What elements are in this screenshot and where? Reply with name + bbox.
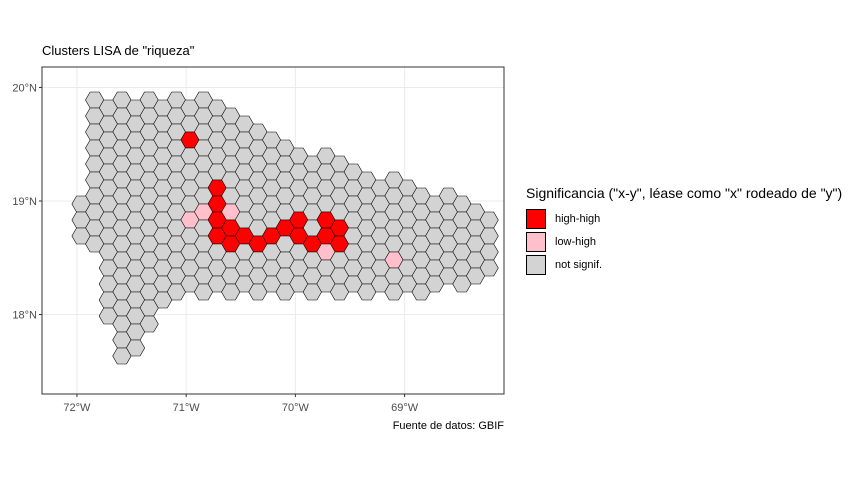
- legend-item-high-high: high-high: [526, 207, 842, 230]
- caption: Fuente de datos: GBIF: [392, 420, 504, 432]
- hex-not-signif: [112, 347, 132, 365]
- hex-not-signif: [357, 283, 377, 301]
- hex-not-signif: [248, 283, 268, 301]
- legend-label: not signif.: [555, 258, 603, 271]
- hex-not-signif: [193, 283, 214, 301]
- hex-not-signif: [329, 283, 350, 301]
- legend-swatch-not-signif: [526, 254, 546, 275]
- x-tick-label: 72°W: [63, 402, 91, 414]
- x-axis-ticks: 72°W 71°W 70°W 69°W: [63, 394, 419, 414]
- panel-border: [41, 66, 505, 395]
- y-tick-label: 19°N: [12, 196, 37, 208]
- y-axis-ticks: 20°N 19°N 18°N: [12, 82, 42, 322]
- hex-not-signif: [302, 283, 322, 301]
- x-tick-label: 69°W: [391, 402, 419, 414]
- hex-not-signif: [221, 283, 241, 301]
- legend-swatch-low-high: [526, 231, 546, 252]
- x-tick-label: 71°W: [173, 402, 201, 414]
- map-title: Clusters LISA de "riqueza": [42, 43, 195, 58]
- hex-not-signif: [452, 275, 472, 293]
- hex-not-signif: [384, 283, 404, 301]
- legend-item-low-high: low-high: [526, 230, 842, 253]
- hex-not-signif: [411, 283, 431, 301]
- legend-item-not-signif: not signif.: [526, 253, 842, 276]
- y-tick-label: 20°N: [12, 82, 37, 94]
- hex-grid: [71, 91, 499, 365]
- legend-title: Significancia ("x-y", léase como "x" rod…: [526, 185, 843, 201]
- legend-swatch-high-high: [526, 208, 546, 229]
- y-tick-label: 18°N: [12, 310, 37, 322]
- legend-label: high-high: [555, 212, 601, 225]
- legend-label: low-high: [555, 235, 596, 248]
- hex-not-signif: [275, 283, 295, 301]
- x-tick-label: 70°W: [282, 402, 310, 414]
- legend: Significancia ("x-y", léase como "x" rod…: [526, 185, 842, 276]
